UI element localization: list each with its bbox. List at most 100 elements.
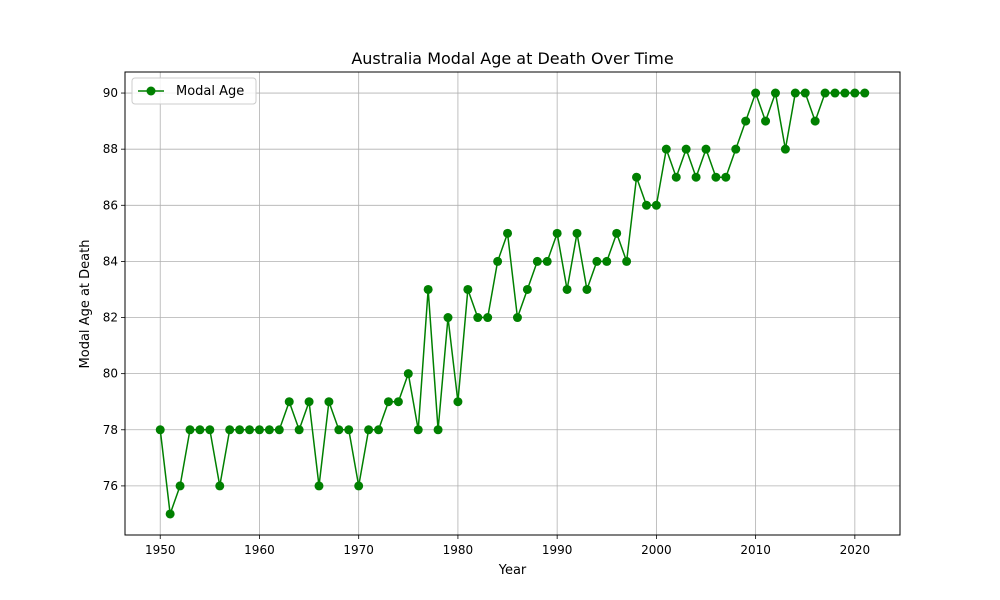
data-point (393, 397, 403, 407)
series-layer (155, 88, 870, 519)
data-point (612, 228, 622, 238)
data-point (374, 425, 384, 435)
data-point (780, 144, 790, 154)
data-point (651, 200, 661, 210)
data-point (235, 425, 245, 435)
data-point (264, 425, 274, 435)
x-tick-label: 2010 (740, 543, 771, 557)
data-point (810, 116, 820, 126)
y-tick-label: 80 (103, 367, 118, 381)
data-point (175, 481, 185, 491)
data-point (850, 88, 860, 98)
data-point (205, 425, 215, 435)
x-tick-label: 1960 (244, 543, 275, 557)
grid (125, 72, 900, 535)
data-point (493, 256, 503, 266)
data-point (790, 88, 800, 98)
data-point (473, 313, 483, 323)
y-axis-label: Modal Age at Death (78, 240, 93, 369)
data-point (701, 144, 711, 154)
data-point (463, 284, 473, 294)
data-point (413, 425, 423, 435)
data-point (284, 397, 294, 407)
y-tick-label: 84 (103, 254, 118, 268)
y-tick-label: 82 (103, 311, 118, 325)
data-point (512, 313, 522, 323)
data-point (661, 144, 671, 154)
chart-title: Australia Modal Age at Death Over Time (351, 49, 673, 68)
x-tick-label: 1990 (542, 543, 573, 557)
plot-frame (124, 71, 901, 536)
data-point (254, 425, 264, 435)
data-point (165, 509, 175, 519)
data-point (225, 425, 235, 435)
data-point (552, 228, 562, 238)
data-point (274, 425, 284, 435)
data-point (433, 425, 443, 435)
legend-point-marker (146, 86, 156, 96)
data-point (622, 256, 632, 266)
legend-box (131, 77, 257, 105)
data-point (711, 172, 721, 182)
data-point (195, 425, 205, 435)
data-point (245, 425, 255, 435)
data-point (820, 88, 830, 98)
data-point (304, 397, 314, 407)
data-point (364, 425, 374, 435)
data-point (761, 116, 771, 126)
data-point (572, 228, 582, 238)
data-point (155, 425, 165, 435)
data-point (800, 88, 810, 98)
data-point (840, 88, 850, 98)
data-point (741, 116, 751, 126)
data-point (354, 481, 364, 491)
data-point (632, 172, 642, 182)
x-tick-label: 1970 (343, 543, 374, 557)
data-point (592, 256, 602, 266)
x-tick-label: 1950 (145, 543, 176, 557)
y-tick-label: 86 (103, 198, 118, 212)
data-point (681, 144, 691, 154)
data-point (334, 425, 344, 435)
y-tick-label: 76 (103, 479, 118, 493)
data-point (671, 172, 681, 182)
x-tick-label: 2000 (641, 543, 672, 557)
data-point (453, 397, 463, 407)
data-point (770, 88, 780, 98)
data-point (641, 200, 651, 210)
legend: Modal Age (131, 77, 257, 105)
data-point (314, 481, 324, 491)
data-point (542, 256, 552, 266)
data-point (403, 369, 413, 379)
data-point (324, 397, 334, 407)
data-point (215, 481, 225, 491)
data-point (483, 313, 493, 323)
ticks: 1950 1960 1970 1980 1990 2000 2010 2020 76 78 80 82… (103, 86, 870, 557)
data-point (294, 425, 304, 435)
data-point (860, 88, 870, 98)
data-point (731, 144, 741, 154)
data-point (185, 425, 195, 435)
data-point (582, 284, 592, 294)
data-point (423, 284, 433, 294)
data-point (503, 228, 513, 238)
data-point (751, 88, 761, 98)
data-point (532, 256, 542, 266)
data-point (602, 256, 612, 266)
data-point (383, 397, 393, 407)
y-tick-label: 78 (103, 423, 118, 437)
x-tick-label: 1980 (443, 543, 474, 557)
legend-label-modal-age: Modal Age (176, 84, 244, 99)
data-point (721, 172, 731, 182)
data-point (830, 88, 840, 98)
y-tick-label: 90 (103, 86, 118, 100)
data-point (443, 313, 453, 323)
y-tick-label: 88 (103, 142, 118, 156)
data-point (691, 172, 701, 182)
data-point (522, 284, 532, 294)
x-tick-label: 2020 (840, 543, 871, 557)
x-axis-label: Year (498, 563, 527, 578)
data-point (344, 425, 354, 435)
data-point (562, 284, 572, 294)
